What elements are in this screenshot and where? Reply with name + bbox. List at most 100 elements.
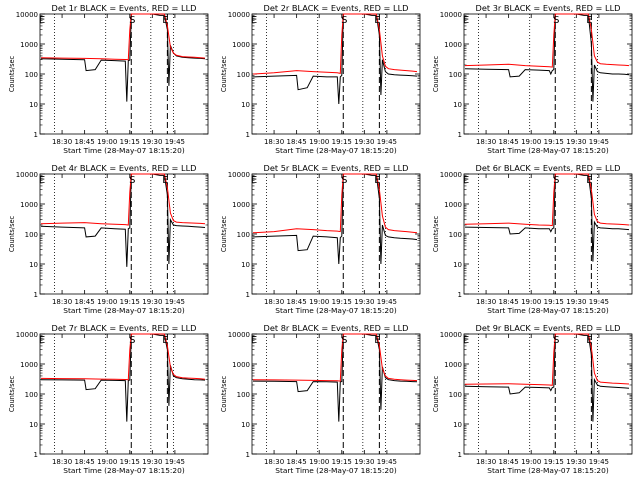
x-tick-label: 19:45: [377, 138, 397, 146]
x-tick-label: 19:00: [521, 138, 541, 146]
x-tick-label: 19:00: [309, 138, 329, 146]
y-axis-title: Counts/sec: [432, 375, 440, 412]
y-tick-label: 1000: [20, 41, 38, 49]
y-axis-title: Counts/sec: [8, 375, 16, 412]
x-tick-label: 19:30: [142, 138, 162, 146]
x-tick-label: 18:30: [264, 298, 284, 306]
y-tick-label: 1000: [444, 41, 462, 49]
x-tick-label: 18:30: [476, 298, 496, 306]
y-tick-label: 1: [458, 291, 462, 299]
x-tick-label: 19:15: [544, 298, 564, 306]
y-tick-label: 1000: [232, 201, 250, 209]
y-tick-label: 100: [25, 71, 38, 79]
x-tick-label: 18:45: [499, 458, 519, 466]
chart-title: Det 2r BLACK = Events, RED = LLD: [264, 3, 409, 13]
x-axis-title: Start Time (28-May-07 18:15:20): [275, 146, 397, 155]
y-tick-label: 10: [241, 421, 250, 429]
y-tick-label: 10000: [16, 331, 38, 339]
y-tick-label: 10000: [16, 171, 38, 179]
x-tick-label: 18:45: [287, 458, 307, 466]
x-tick-label: 19:00: [97, 458, 117, 466]
x-tick-label: 19:30: [566, 138, 586, 146]
y-tick-label: 10: [29, 261, 38, 269]
y-tick-label: 10: [29, 101, 38, 109]
x-tick-label: 18:30: [52, 298, 72, 306]
y-tick-label: 10000: [228, 171, 250, 179]
y-axis-title: Counts/sec: [432, 215, 440, 252]
x-tick-label: 18:30: [52, 138, 72, 146]
x-tick-label: 19:15: [120, 298, 140, 306]
x-tick-label: 19:30: [142, 298, 162, 306]
x-tick-label: 19:15: [120, 458, 140, 466]
y-tick-label: 100: [449, 391, 462, 399]
x-tick-label: 18:45: [75, 458, 95, 466]
x-tick-label: 19:45: [165, 298, 185, 306]
x-tick-label: 18:45: [75, 138, 95, 146]
event-marker-E: E: [162, 15, 168, 26]
series-lld-line: [40, 13, 206, 61]
event-marker-E: E: [463, 15, 469, 26]
y-tick-label: 10: [453, 261, 462, 269]
event-marker-E: E: [463, 335, 469, 346]
series-lld-line: [464, 173, 630, 227]
x-axis-title: Start Time (28-May-07 18:15:20): [487, 466, 609, 475]
x-tick-label: 19:30: [566, 298, 586, 306]
event-marker-E: E: [374, 15, 380, 26]
y-tick-label: 10000: [228, 331, 250, 339]
x-tick-label: 19:00: [521, 298, 541, 306]
y-tick-label: 1000: [444, 361, 462, 369]
chart-title: Det 4r BLACK = Events, RED = LLD: [52, 163, 197, 173]
x-tick-label: 19:45: [377, 458, 397, 466]
y-tick-label: 10000: [440, 331, 462, 339]
x-tick-label: 19:30: [142, 458, 162, 466]
x-tick-label: 18:45: [287, 138, 307, 146]
chart-title: Det 3r BLACK = Events, RED = LLD: [476, 3, 621, 13]
x-tick-label: 18:30: [264, 458, 284, 466]
y-tick-label: 10: [241, 261, 250, 269]
y-tick-label: 1: [458, 131, 462, 139]
event-marker-S: S: [129, 175, 135, 186]
y-tick-label: 1000: [20, 201, 38, 209]
x-tick-label: 19:15: [332, 298, 352, 306]
chart-title: Det 5r BLACK = Events, RED = LLD: [264, 163, 409, 173]
event-marker-E: E: [251, 175, 257, 186]
y-tick-label: 10000: [228, 11, 250, 19]
x-tick-label: 19:15: [544, 458, 564, 466]
event-marker-S: S: [553, 335, 559, 346]
x-axis-title: Start Time (28-May-07 18:15:20): [63, 306, 185, 315]
y-tick-label: 1: [34, 451, 38, 459]
y-tick-label: 1000: [232, 361, 250, 369]
x-tick-label: 19:15: [120, 138, 140, 146]
x-tick-label: 18:30: [52, 458, 72, 466]
chart-title: Det 1r BLACK = Events, RED = LLD: [52, 3, 197, 13]
x-axis-title: Start Time (28-May-07 18:15:20): [63, 466, 185, 475]
event-marker-S: S: [341, 335, 347, 346]
chart-title: Det 8r BLACK = Events, RED = LLD: [264, 323, 409, 333]
x-tick-label: 18:45: [75, 298, 95, 306]
x-tick-label: 19:45: [589, 458, 609, 466]
event-marker-S: S: [341, 15, 347, 26]
y-tick-label: 10000: [440, 11, 462, 19]
series-lld-line: [40, 173, 206, 226]
x-tick-label: 18:45: [499, 138, 519, 146]
y-axis-title: Counts/sec: [220, 375, 228, 412]
y-tick-label: 10: [29, 421, 38, 429]
x-tick-label: 19:00: [521, 458, 541, 466]
y-axis-title: Counts/sec: [8, 215, 16, 252]
x-axis-title: Start Time (28-May-07 18:15:20): [275, 306, 397, 315]
y-tick-label: 1: [34, 291, 38, 299]
x-axis-title: Start Time (28-May-07 18:15:20): [63, 146, 185, 155]
x-axis-title: Start Time (28-May-07 18:15:20): [275, 466, 397, 475]
x-tick-label: 19:45: [589, 298, 609, 306]
y-tick-label: 1: [246, 291, 250, 299]
event-marker-S: S: [129, 335, 135, 346]
y-tick-label: 1: [34, 131, 38, 139]
event-marker-E: E: [463, 175, 469, 186]
x-tick-label: 18:30: [264, 138, 284, 146]
event-marker-S: S: [553, 15, 559, 26]
y-tick-label: 1000: [444, 201, 462, 209]
x-tick-label: 19:30: [354, 458, 374, 466]
x-tick-label: 19:30: [354, 138, 374, 146]
y-tick-label: 1000: [20, 361, 38, 369]
x-tick-label: 19:00: [97, 138, 117, 146]
